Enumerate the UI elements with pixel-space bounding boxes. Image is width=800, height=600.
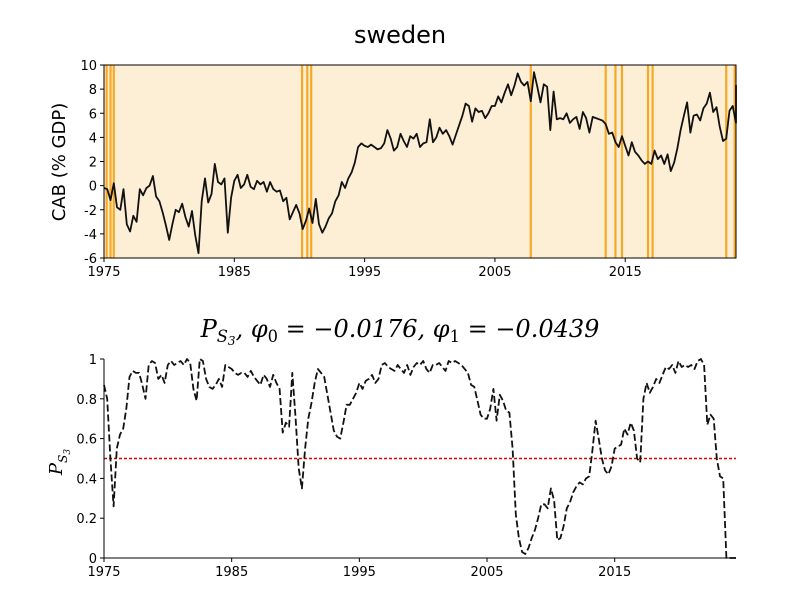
cab-chart-title: sweden xyxy=(354,21,446,49)
cab-plot-background xyxy=(104,65,736,258)
y-tick-label: 0 xyxy=(89,180,97,195)
y-tick-label: 4 xyxy=(89,131,97,146)
probability-chart-panel: PS3​, φ0​ = −0.0176, φ1​ = −0.0439 PS3​ … xyxy=(46,315,736,580)
probability-line xyxy=(103,358,736,559)
y-tick-label: 0 xyxy=(89,552,97,567)
x-tick-label: 1985 xyxy=(215,565,248,580)
x-tick-label: 2005 xyxy=(478,265,511,280)
x-tick-label: 1995 xyxy=(348,265,381,280)
y-tick-label: 10 xyxy=(80,59,97,74)
x-tick-label: 2015 xyxy=(598,565,631,580)
y-tick-label: 1 xyxy=(89,353,97,368)
y-tick-label: 0.6 xyxy=(76,433,97,448)
x-tick-label: 1985 xyxy=(218,265,251,280)
x-tick-label: 2015 xyxy=(609,265,642,280)
probability-series xyxy=(103,358,736,559)
x-tick-label: 1975 xyxy=(87,565,120,580)
x-tick-label: 1975 xyxy=(87,265,120,280)
cab-series xyxy=(103,71,737,255)
y-tick-label: 0.2 xyxy=(76,512,97,527)
y-tick-label: 0.4 xyxy=(76,472,97,487)
recession-bands xyxy=(105,65,736,258)
probability-axes: 1975 1985 1995 2005 2015 0 0.2 0.4 0.6 0.8 1 xyxy=(76,353,736,580)
x-tick-label: 2005 xyxy=(470,565,503,580)
y-tick-label: -6 xyxy=(84,252,97,267)
x-tick-label: 1995 xyxy=(343,565,376,580)
y-tick-label: -4 xyxy=(84,228,97,243)
y-tick-label: 0.8 xyxy=(76,393,97,408)
cab-chart-panel: sweden CAB (% GDP) 1975 1985 1995 2005 2015 -… xyxy=(49,21,737,280)
cab-axes: 1975 1985 1995 2005 2015 -6 -4 -2 0 2 4 6 8 10 xyxy=(80,59,737,280)
y-tick-label: 8 xyxy=(89,83,97,98)
probability-chart-title: PS3​, φ0​ = −0.0176, φ1​ = −0.0439 xyxy=(200,315,600,348)
y-tick-label: 6 xyxy=(89,107,97,122)
y-tick-label: -2 xyxy=(84,204,97,219)
probability-y-axis-label: PS3​ xyxy=(46,449,73,477)
cab-y-axis-label: CAB (% GDP) xyxy=(49,103,70,222)
cab-line xyxy=(103,71,737,255)
y-tick-label: 2 xyxy=(89,156,97,171)
